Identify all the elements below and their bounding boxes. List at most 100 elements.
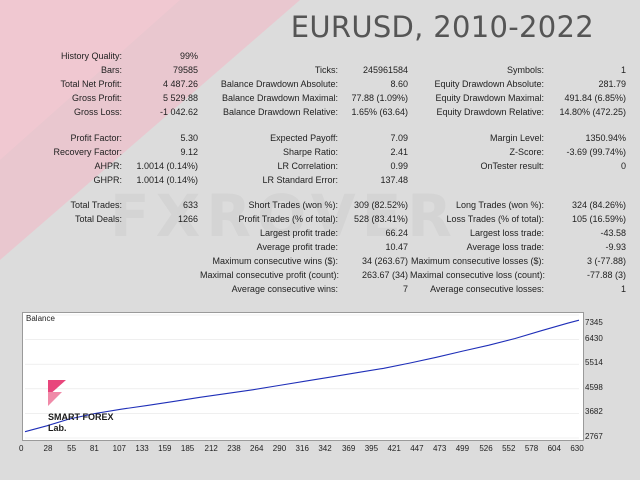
x-tick-label: 342: [318, 444, 332, 453]
label-max-consec-wins: Maximum consecutive wins ($):: [212, 256, 338, 266]
value-profit-trades: 528 (83.41%): [353, 214, 408, 224]
label-recovery-factor: Recovery Factor:: [53, 147, 122, 157]
page-title: EURUSD, 2010-2022: [290, 10, 594, 44]
x-tick-label: 604: [547, 444, 561, 453]
label-avg-consec-losses: Average consecutive losses:: [430, 284, 544, 294]
x-tick-label: 369: [341, 444, 356, 453]
label-total-trades: Total Trades:: [70, 200, 122, 210]
value-gross-profit: 5 529.88: [162, 93, 198, 103]
balance-series-line: [24, 319, 580, 433]
label-history-quality: History Quality:: [60, 51, 122, 61]
label-long-trades: Long Trades (won %):: [455, 200, 544, 210]
chart-title: Balance: [26, 314, 55, 323]
x-tick-label: 421: [387, 444, 401, 453]
label-bars: Bars:: [100, 65, 122, 75]
value-expected-payoff: 7.09: [390, 133, 408, 143]
value-maximal-consec-loss: -77.88 (3): [586, 270, 626, 280]
label-ghpr: GHPR:: [93, 175, 122, 185]
label-margin-level: Margin Level:: [489, 133, 544, 143]
label-loss-trades: Loss Trades (% of total):: [446, 214, 544, 224]
value-ontester: 0: [620, 161, 626, 171]
label-max-consec-losses: Maximum consecutive losses ($):: [410, 256, 544, 266]
label-total-deals: Total Deals:: [74, 214, 122, 224]
label-balance-dd-rel: Balance Drawdown Relative:: [222, 107, 338, 117]
label-z-score: Z-Score:: [509, 147, 544, 157]
logo-text-line2: Lab.: [48, 423, 67, 433]
value-avg-consec-losses: 1: [620, 284, 626, 294]
x-tick-label: 552: [502, 444, 516, 453]
value-balance-dd-abs: 8.60: [390, 79, 408, 89]
x-tick-label: 238: [227, 444, 241, 453]
x-tick-label: 0: [19, 444, 24, 453]
value-largest-loss: -43.58: [600, 228, 626, 238]
label-largest-profit: Largest profit trade:: [259, 228, 338, 238]
x-tick-label: 395: [364, 444, 379, 453]
value-profit-factor: 5.30: [180, 133, 198, 143]
label-expected-payoff: Expected Payoff:: [270, 133, 338, 143]
value-lr-std-error: 137.48: [380, 175, 408, 185]
x-tick-label: 81: [89, 444, 99, 453]
y-tick-label: 3682: [585, 407, 603, 417]
label-ahpr: AHPR:: [94, 161, 122, 171]
label-lr-correlation: LR Correlation:: [277, 161, 338, 171]
value-average-loss: -9.93: [605, 242, 626, 252]
value-equity-dd-abs: 281.79: [598, 79, 626, 89]
y-tick-label: 6430: [585, 333, 603, 343]
value-gross-loss: -1 042.62: [159, 107, 198, 117]
x-tick-label: 316: [295, 444, 309, 453]
x-tick-label: 185: [180, 444, 195, 453]
label-maximal-consec-loss: Maximal consecutive loss (count):: [410, 270, 546, 280]
x-tick-label: 55: [67, 444, 77, 453]
value-equity-dd-max: 491.84 (6.85%): [564, 93, 626, 103]
value-bars: 79585: [172, 65, 198, 75]
value-equity-dd-rel: 14.80% (472.25): [559, 107, 626, 117]
x-tick-label: 499: [455, 444, 470, 453]
label-short-trades: Short Trades (won %):: [248, 200, 338, 210]
value-ticks: 245961584: [362, 65, 408, 75]
value-margin-level: 1350.94%: [585, 133, 626, 143]
value-recovery-factor: 9.12: [180, 147, 198, 157]
label-average-profit: Average profit trade:: [256, 242, 338, 252]
value-largest-profit: 66.24: [385, 228, 408, 238]
y-tick-label: 4598: [585, 382, 603, 392]
label-maximal-consec-profit: Maximal consecutive profit (count):: [200, 270, 340, 280]
x-tick-label: 159: [158, 444, 172, 453]
label-equity-dd-abs: Equity Drawdown Absolute:: [434, 79, 544, 89]
label-equity-dd-max: Equity Drawdown Maximal:: [435, 93, 544, 103]
value-total-net-profit: 4 487.26: [162, 79, 198, 89]
label-equity-dd-rel: Equity Drawdown Relative:: [436, 107, 544, 117]
label-balance-dd-abs: Balance Drawdown Absolute:: [220, 79, 338, 89]
x-tick-label: 526: [479, 444, 493, 453]
x-tick-label: 107: [112, 444, 126, 453]
value-loss-trades: 105 (16.59%): [571, 214, 626, 224]
label-sharpe-ratio: Sharpe Ratio:: [282, 147, 338, 157]
label-avg-consec-wins: Average consecutive wins:: [231, 284, 338, 294]
value-ghpr: 1.0014 (0.14%): [136, 175, 198, 185]
value-max-consec-losses: 3 (-77.88): [586, 256, 626, 266]
label-largest-loss: Largest loss trade:: [469, 228, 544, 238]
value-long-trades: 324 (84.26%): [571, 200, 626, 210]
label-profit-trades: Profit Trades (% of total):: [238, 214, 338, 224]
label-total-net-profit: Total Net Profit:: [60, 79, 122, 89]
smart-forex-logo-icon: [48, 380, 66, 406]
label-ticks: Ticks:: [314, 65, 338, 75]
label-gross-loss: Gross Loss:: [73, 107, 122, 117]
value-avg-consec-wins: 7: [402, 284, 408, 294]
y-tick-label: 5514: [585, 358, 603, 368]
logo-text-line1: SMART FOREX: [48, 412, 114, 422]
balance-chart-plot: [24, 314, 580, 439]
x-tick-label: 212: [204, 444, 218, 453]
x-tick-label: 447: [410, 444, 424, 453]
value-ahpr: 1.0014 (0.14%): [136, 161, 198, 171]
value-average-profit: 10.47: [385, 242, 408, 252]
watermark-text: FXROVER: [110, 182, 458, 250]
value-short-trades: 309 (82.52%): [353, 200, 408, 210]
value-z-score: -3.69 (99.74%): [566, 147, 626, 157]
x-tick-label: 264: [250, 444, 264, 453]
y-tick-label: 7345: [585, 318, 603, 327]
x-tick-label: 578: [524, 444, 539, 453]
value-sharpe-ratio: 2.41: [390, 147, 408, 157]
x-tick-label: 28: [43, 444, 53, 453]
x-tick-label: 290: [272, 444, 287, 453]
